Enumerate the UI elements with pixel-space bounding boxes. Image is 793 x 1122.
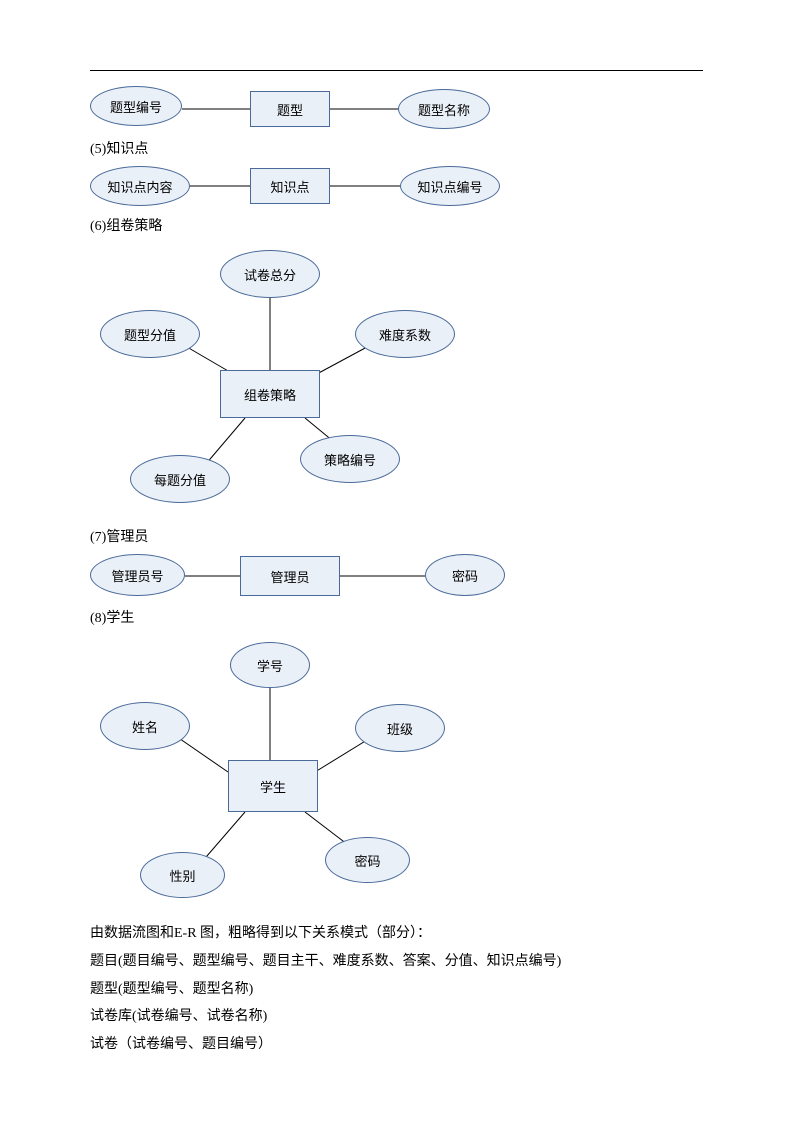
attr-ellipse: 性别 [140,852,225,898]
paragraph: 试卷库(试卷编号、试卷名称) [90,1005,703,1029]
er-diagram-strategy: 试卷总分 题型分值 难度系数 组卷策略 每题分值 策略编号 [90,240,490,520]
attr-ellipse: 知识点内容 [90,166,190,206]
attr-label: 试卷总分 [244,265,296,284]
attr-ellipse: 密码 [425,554,505,596]
paragraph: 由数据流图和E-R 图，粗略得到以下关系模式（部分）： [90,922,703,946]
attr-ellipse: 难度系数 [355,310,455,358]
caption-6: (6)组卷策略 [90,215,703,235]
attr-label: 学号 [257,656,283,675]
attr-label: 班级 [387,719,413,738]
attr-ellipse: 密码 [325,837,410,883]
attr-ellipse: 学号 [230,642,310,688]
attr-ellipse: 每题分值 [130,455,230,503]
entity-rect: 管理员 [240,556,340,596]
attr-label: 知识点内容 [107,177,172,196]
caption-8: (8)学生 [90,607,703,627]
paragraph: 题目(题目编号、题型编号、题目主干、难度系数、答案、分值、知识点编号) [90,950,703,974]
er-diagram-knowledge-point: 知识点内容 知识点 知识点编号 [90,163,703,209]
attr-label: 管理员号 [111,566,163,585]
paragraph: 试卷（试卷编号、题目编号） [90,1033,703,1057]
attr-label: 难度系数 [379,325,431,344]
entity-label: 题型 [277,100,303,119]
attr-label: 密码 [452,566,478,585]
entity-rect: 学生 [228,760,318,812]
attr-label: 每题分值 [154,470,206,489]
attr-label: 知识点编号 [417,177,482,196]
entity-rect: 知识点 [250,168,330,204]
attr-ellipse: 题型分值 [100,310,200,358]
attr-ellipse: 知识点编号 [400,166,500,206]
attr-label: 题型名称 [418,100,470,119]
paragraph: 题型(题型编号、题型名称) [90,978,703,1002]
er-diagram-student: 学号 姓名 班级 学生 性别 密码 [90,632,490,912]
er-diagram-question-type: 题型编号 题型 题型名称 [90,86,703,132]
attr-label: 策略编号 [324,450,376,469]
attr-ellipse: 策略编号 [300,435,400,483]
attr-label: 密码 [354,851,380,870]
entity-label: 管理员 [270,567,309,586]
attr-ellipse: 管理员号 [90,554,185,596]
entity-label: 组卷策略 [244,385,296,404]
attr-label: 性别 [169,866,195,885]
entity-rect: 组卷策略 [220,370,320,418]
caption-7: (7)管理员 [90,526,703,546]
attr-label: 姓名 [132,717,158,736]
attr-label: 题型分值 [124,325,176,344]
entity-label: 学生 [260,777,286,796]
attr-ellipse: 试卷总分 [220,250,320,298]
attr-ellipse: 班级 [355,704,445,752]
er-diagram-admin: 管理员号 管理员 密码 [90,551,703,601]
attr-ellipse: 题型编号 [90,86,182,126]
entity-rect: 题型 [250,91,330,127]
attr-ellipse: 姓名 [100,702,190,750]
attr-label: 题型编号 [110,97,162,116]
caption-5: (5)知识点 [90,138,703,158]
top-rule [90,70,703,71]
attr-ellipse: 题型名称 [398,89,490,129]
entity-label: 知识点 [270,177,309,196]
